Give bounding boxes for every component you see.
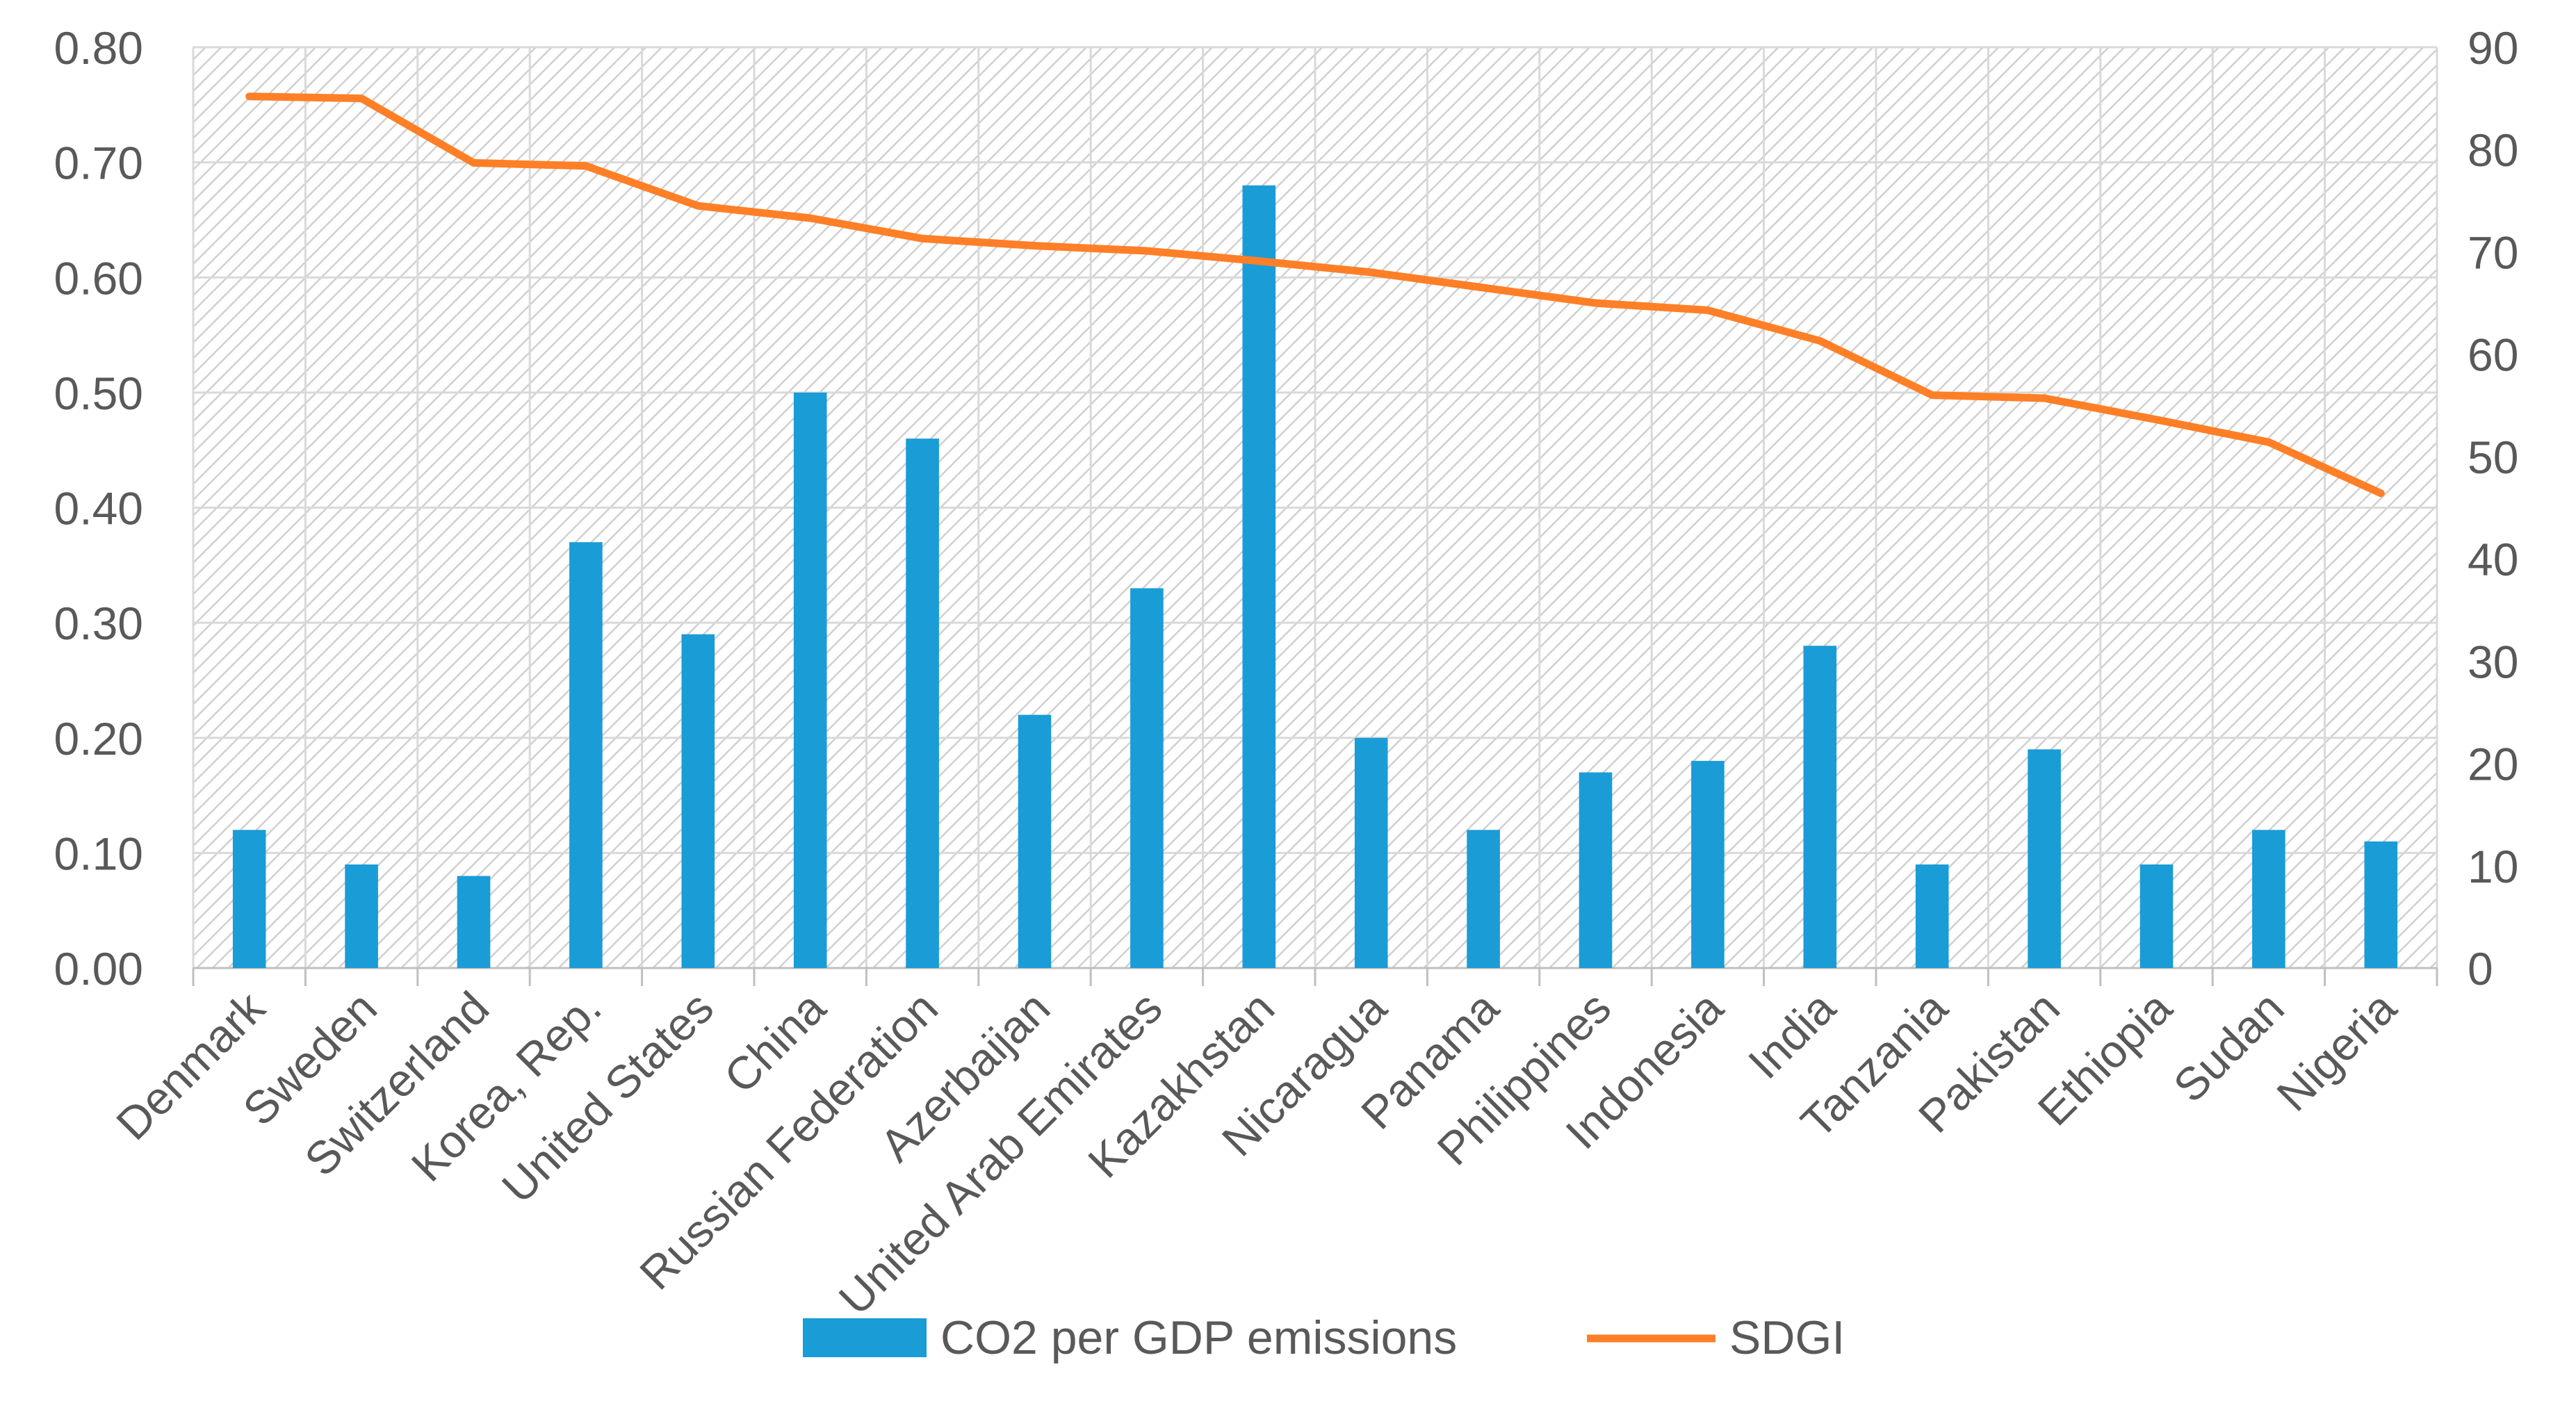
gridlines — [193, 47, 2437, 968]
bar-co2-denmark — [233, 830, 266, 968]
left-axis-tick-label: 0.40 — [54, 483, 143, 534]
right-axis-tick-label: 80 — [2468, 124, 2518, 176]
left-axis-tick-label: 0.60 — [54, 252, 143, 304]
legend: CO2 per GDP emissions SDGI — [803, 1311, 1845, 1364]
left-axis-tick-label: 0.30 — [54, 598, 143, 649]
bar-co2-tanzania — [1916, 864, 1949, 968]
axes — [193, 968, 2437, 986]
right-axis-tick-label: 20 — [2468, 739, 2518, 790]
bar-co2-switzerland — [457, 876, 491, 969]
left-axis-tick-label: 0.10 — [54, 828, 143, 879]
legend-label-co2: CO2 per GDP emissions — [940, 1311, 1457, 1364]
x-axis-tick-label: India — [1738, 981, 1845, 1088]
bar-co2-nigeria — [2364, 842, 2397, 968]
bar-co2-ethiopia — [2140, 864, 2174, 968]
left-axis-tick-label: 0.70 — [54, 138, 143, 189]
bar-co2-korea-rep- — [569, 542, 603, 968]
bar-co2-nicaragua — [1355, 738, 1388, 968]
bar-co2-russian-federation — [906, 439, 939, 968]
bar-co2-india — [1803, 646, 1836, 968]
right-axis-tick-label: 40 — [2468, 534, 2518, 585]
bar-co2-china — [794, 393, 827, 968]
bar-co2-united-states — [681, 634, 715, 968]
bar-co2-kazakhstan — [1242, 186, 1275, 968]
right-axis-tick-label: 30 — [2468, 636, 2518, 687]
right-axis-tick-label: 90 — [2468, 22, 2518, 74]
right-axis-tick-label: 50 — [2468, 432, 2518, 483]
right-axis-tick-label: 0 — [2468, 943, 2493, 994]
left-axis-tick-label: 0.80 — [54, 22, 143, 74]
left-axis-tick-label: 0.00 — [54, 943, 143, 994]
right-axis-tick-label: 70 — [2468, 227, 2518, 278]
bar-co2-pakistan — [2028, 749, 2061, 968]
bar-co2-united-arab-emirates — [1130, 588, 1164, 968]
bar-co2-sweden — [345, 864, 378, 968]
x-axis-tick-label: Nigeria — [2267, 981, 2406, 1120]
left-axis-tick-label: 0.20 — [54, 713, 143, 764]
x-axis-tick-label: Denmark — [106, 981, 275, 1149]
bar-co2-azerbaijan — [1018, 715, 1052, 968]
right-axis-tick-label: 10 — [2468, 841, 2518, 892]
bar-co2-philippines — [1579, 772, 1613, 968]
left-axis-tick-labels: 0.00 0.10 0.20 0.30 0.40 0.50 0.60 0.70 0.80 — [54, 22, 143, 994]
bar-co2-panama — [1467, 830, 1500, 968]
bar-co2-sudan — [2252, 830, 2285, 968]
left-axis-tick-label: 0.50 — [54, 368, 143, 419]
legend-label-sdgi: SDGI — [1729, 1311, 1845, 1364]
right-axis-tick-label: 60 — [2468, 329, 2518, 381]
bar-co2-indonesia — [1691, 761, 1725, 968]
legend-bar-swatch — [803, 1318, 927, 1357]
right-axis-tick-labels: 0 10 20 30 40 50 60 70 80 90 — [2468, 22, 2518, 994]
